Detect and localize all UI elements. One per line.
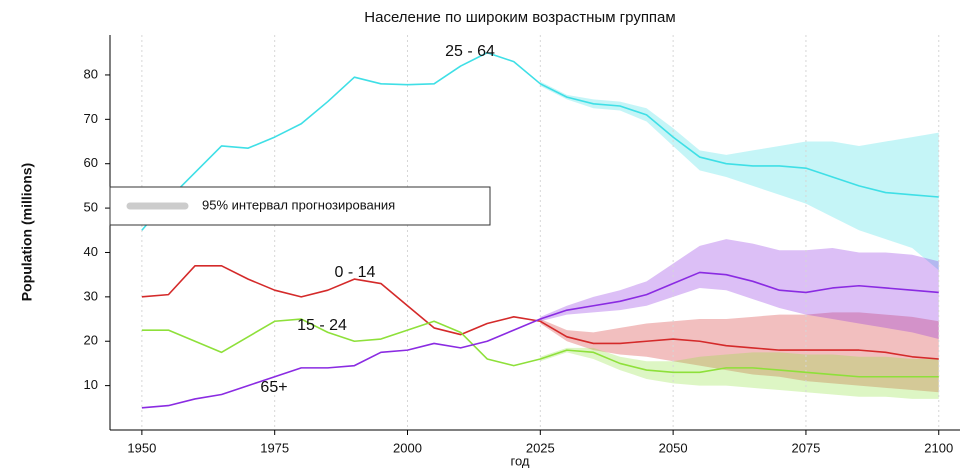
series-line	[141, 264, 939, 360]
prediction-band	[540, 239, 939, 340]
x-tick-label: 2050	[659, 440, 688, 455]
series-line	[141, 271, 939, 409]
y-tick-label: 20	[84, 333, 98, 348]
series-line	[141, 318, 939, 378]
lines: 25 - 64 0 - 14 15 - 24 65+	[141, 43, 939, 409]
prediction-band	[540, 81, 939, 271]
y-tick-label: 50	[84, 200, 98, 215]
legend-label: 95% интервал прогнозирования	[202, 197, 395, 212]
grid	[141, 35, 940, 430]
prediction-band	[540, 312, 939, 393]
chart-title: Население по широким возрастным группам	[364, 9, 675, 26]
legend: 95% интервал прогнозирования	[109, 186, 491, 226]
x-tick-label: 1975	[260, 440, 289, 455]
prediction-band	[540, 347, 939, 399]
x-tick-label: 2100	[924, 440, 953, 455]
y-tick-label: 70	[84, 111, 98, 126]
y-tick-label: 40	[84, 244, 98, 259]
series-label: 25 - 64	[445, 43, 495, 60]
y-tick-label: 60	[84, 155, 98, 170]
axes: 10 20 30 40 50 60 70 80 1950 1975 2000 2025 2050 2075…	[84, 35, 960, 455]
series-label: 65+	[260, 379, 287, 396]
x-tick-label: 2000	[393, 440, 422, 455]
x-tick-label: 1950	[127, 440, 156, 455]
x-axis-label: год	[511, 453, 530, 468]
y-tick-label: 10	[84, 377, 98, 392]
series-label: 0 - 14	[335, 264, 376, 281]
series-label: 15 - 24	[297, 317, 347, 334]
y-tick-label: 80	[84, 66, 98, 81]
series-line	[141, 51, 939, 231]
bands	[540, 81, 939, 399]
x-tick-label: 2025	[526, 440, 555, 455]
x-tick-label: 2075	[791, 440, 820, 455]
y-axis-label: Population (millions)	[19, 163, 35, 301]
y-tick-label: 30	[84, 288, 98, 303]
